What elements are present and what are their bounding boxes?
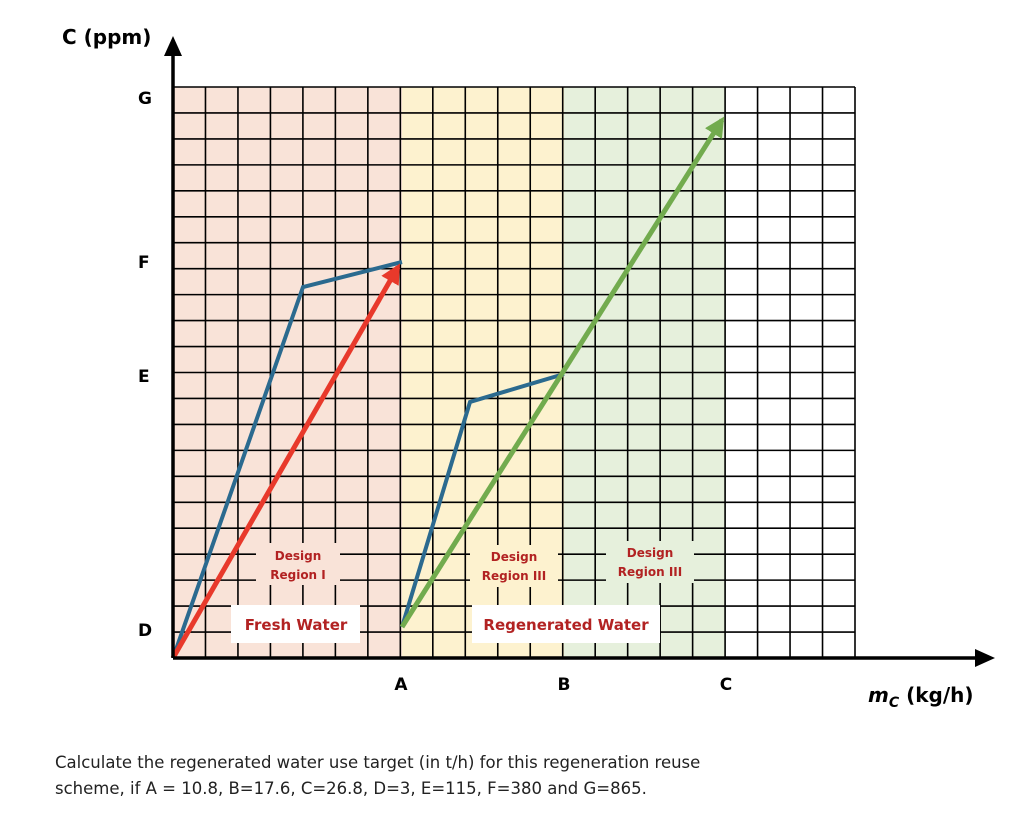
limiting-composite-curve-2	[400, 372, 565, 628]
region-1-label-box	[256, 543, 340, 585]
regenerated-water-label: Regenerated Water	[483, 616, 649, 634]
y-axis-arrowhead	[164, 36, 182, 56]
fresh-water-box	[231, 605, 360, 643]
x-tick-A: A	[394, 675, 408, 695]
y-tick-G: G	[138, 89, 152, 109]
region-3-label-box	[606, 541, 694, 583]
x-tick-C: C	[720, 675, 732, 695]
y-axis-label: C (ppm)	[62, 25, 151, 49]
x-axis-label: mC (kg/h)	[868, 683, 974, 711]
fresh-water-supply-line	[170, 263, 401, 660]
regenerated-water-supply-line	[399, 116, 725, 629]
region-2-label-box	[470, 545, 558, 587]
regeneration-reuse-diagram: Design Region I Design Region III Design…	[62, 25, 995, 711]
y-tick-E: E	[138, 367, 150, 387]
region-3-label-line1: Design	[627, 546, 674, 560]
x-axis-label-unit: (kg/h)	[899, 683, 973, 707]
question-text: Calculate the regenerated water use targ…	[55, 750, 955, 802]
regenerated-water-box	[472, 605, 660, 643]
region-2-label-line1: Design	[491, 550, 538, 564]
question-line-2: scheme, if A = 10.8, B=17.6, C=26.8, D=3…	[55, 779, 647, 798]
limiting-composite-curve-1	[171, 260, 403, 659]
x-axis-label-symbol: m	[868, 683, 889, 707]
region-2-label-line2: Region III	[482, 569, 546, 583]
y-tick-D: D	[138, 621, 152, 641]
fresh-water-label: Fresh Water	[245, 616, 348, 634]
y-tick-F: F	[138, 253, 150, 273]
x-tick-B: B	[558, 675, 571, 695]
region-3-label-line2: Region III	[618, 565, 682, 579]
region-1-label-line2: Region I	[270, 568, 326, 582]
x-axis-label-subscript: C	[889, 695, 900, 711]
region-1-label-line1: Design	[275, 549, 322, 563]
x-axis-arrowhead	[975, 649, 995, 667]
question-line-1: Calculate the regenerated water use targ…	[55, 753, 701, 772]
